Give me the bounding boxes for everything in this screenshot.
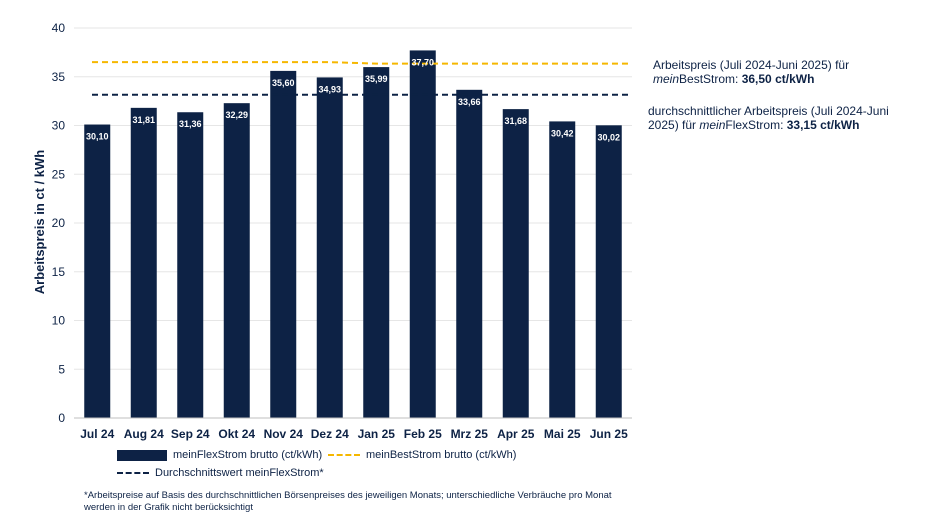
bar-jul-24	[84, 124, 111, 419]
x-tick-label: Okt 24	[218, 427, 255, 441]
note-beststrom: Arbeitspreis (Juli 2024-Juni 2025) für m…	[653, 58, 923, 86]
data-label: 31,81	[132, 115, 155, 125]
legend-best-label: meinBestStrom brutto (ct/kWh)	[366, 449, 517, 461]
note-average-pre: 2025) für	[648, 118, 700, 132]
x-tick-label: Sep 24	[171, 427, 210, 441]
x-tick-label: Dez 24	[311, 427, 349, 441]
legend-avg-swatch	[117, 472, 149, 474]
y-tick-label: 30	[52, 119, 66, 133]
brand-rest: BestStrom:	[679, 72, 742, 86]
x-tick-label: Jun 25	[590, 427, 628, 441]
y-tick-label: 25	[52, 167, 66, 181]
note-average-value: 33,15 ct/kWh	[786, 118, 860, 132]
note-average: durchschnittlicher Arbeitspreis (Juli 20…	[648, 104, 928, 132]
x-tick-label: Apr 25	[497, 427, 535, 441]
y-tick-label: 40	[52, 21, 66, 35]
y-tick-label: 0	[58, 411, 65, 425]
x-tick-label: Jul 24	[80, 427, 114, 441]
x-tick-label: Aug 24	[124, 427, 164, 441]
data-label: 30,02	[597, 132, 620, 142]
y-tick-label: 35	[52, 70, 66, 84]
y-tick-label: 20	[52, 216, 66, 230]
legend-avg: Durchschnittswert meinFlexStrom*	[117, 467, 324, 479]
x-tick-label: Jan 25	[358, 427, 396, 441]
bar-sep-24	[177, 112, 204, 419]
data-label: 32,29	[225, 110, 248, 120]
reference-lines	[92, 61, 630, 96]
bar-jan-25	[363, 67, 390, 418]
bar-aug-24	[130, 107, 157, 418]
footnote: *Arbeitspreise auf Basis des durchschnit…	[84, 490, 612, 513]
data-label: 30,10	[86, 132, 109, 142]
brand-mein: mein	[653, 72, 680, 86]
note-average-line1: durchschnittlicher Arbeitspreis (Juli 20…	[648, 104, 889, 118]
legend-avg-label: Durchschnittswert meinFlexStrom*	[155, 467, 324, 479]
bar-dez-24	[316, 77, 343, 419]
bars	[84, 50, 622, 419]
bar-mrz-25	[456, 89, 483, 418]
bar-nov-24	[270, 70, 297, 419]
legend-bar-swatch	[117, 449, 167, 461]
data-label: 35,99	[365, 74, 388, 84]
note-average-line2: 2025) für meinFlexStrom: 33,15 ct/kWh	[648, 118, 928, 132]
note-beststrom-value: 36,50 ct/kWh	[741, 72, 815, 86]
x-tick-label: Nov 24	[264, 427, 304, 441]
data-label: 35,60	[272, 78, 295, 88]
bar-apr-25	[502, 109, 529, 419]
data-labels: 30,10 31,81 31,36 32,29 35,60 34,93 35,99 37,70…	[86, 57, 620, 142]
y-tick-label: 10	[52, 314, 66, 328]
data-label: 33,66	[458, 97, 481, 107]
y-tick-label: 15	[52, 265, 66, 279]
note-beststrom-line1: Arbeitspreis (Juli 2024-Juni 2025) für	[653, 58, 850, 72]
gridlines	[74, 27, 632, 419]
y-tick-label: 5	[58, 362, 65, 376]
data-label: 31,68	[504, 116, 527, 126]
brand-mein: mein	[699, 118, 726, 132]
data-label: 31,36	[179, 119, 202, 129]
x-axis-ticks: Jul 24 Aug 24 Sep 24 Okt 24 Nov 24 Dez 24 Jan …	[80, 427, 628, 441]
beststrom-line	[92, 61, 630, 65]
y-axis-ticks: 0 5 10 15 20 25 30 35 40	[52, 21, 66, 425]
y-axis-label: Arbeitspreis in ct / kWh	[32, 150, 47, 295]
legend-bar: meinFlexStrom brutto (ct/kWh)	[117, 449, 322, 461]
bar-jun-25	[595, 125, 622, 419]
bar-okt-24	[223, 103, 250, 419]
bar-feb-25	[409, 50, 436, 419]
legend-bar-label: meinFlexStrom brutto (ct/kWh)	[173, 449, 323, 461]
legend-best-swatch	[328, 454, 360, 456]
x-tick-label: Mai 25	[544, 427, 581, 441]
x-tick-label: Mrz 25	[451, 427, 489, 441]
bar-mai-25	[549, 121, 576, 418]
x-tick-label: Feb 25	[404, 427, 442, 441]
legend-best: meinBestStrom brutto (ct/kWh)	[328, 449, 516, 461]
brand-rest: FlexStrom:	[725, 118, 787, 132]
note-beststrom-line2: meinBestStrom: 36,50 ct/kWh	[653, 72, 923, 86]
data-label: 30,42	[551, 128, 574, 138]
data-label: 37,70	[411, 57, 434, 67]
data-label: 34,93	[318, 84, 341, 94]
